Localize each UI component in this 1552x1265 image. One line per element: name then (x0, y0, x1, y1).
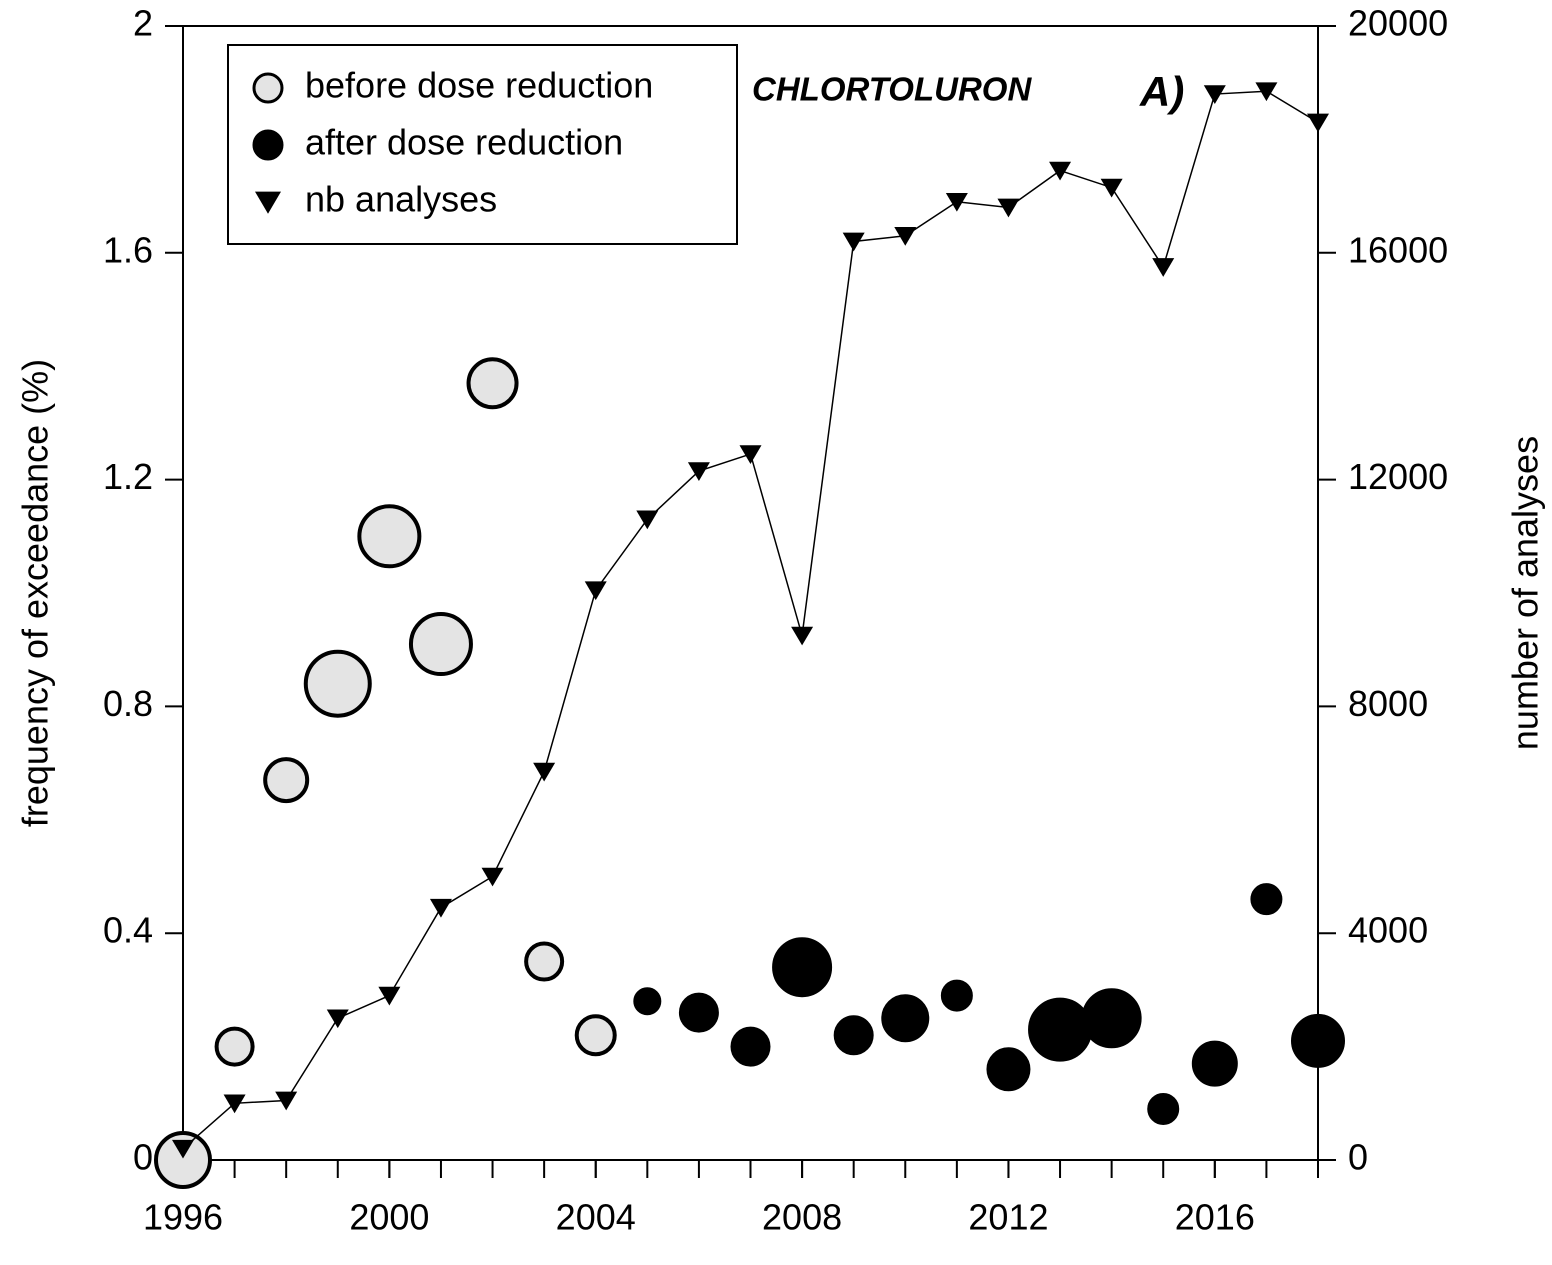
bubble (986, 1047, 1031, 1092)
legend-box (227, 44, 738, 245)
x-tick-label: 2004 (556, 1197, 636, 1238)
bubble (524, 941, 565, 982)
triangle-marker (1203, 85, 1226, 104)
triangle-marker (429, 898, 452, 918)
bubble (1147, 1092, 1180, 1125)
y-tick-label: 0.4 (103, 910, 153, 951)
triangle-marker (172, 1139, 194, 1159)
bubble (940, 979, 973, 1012)
bubble (574, 1014, 617, 1057)
y2-tick-label: 12000 (1348, 456, 1448, 497)
bubble (833, 1015, 874, 1056)
y-tick-label: 1.6 (103, 229, 153, 270)
triangle-marker (739, 445, 762, 464)
y-tick-label: 1.2 (103, 456, 153, 497)
bubble (881, 994, 930, 1043)
x-tick-label: 2008 (762, 1197, 842, 1238)
bubble (633, 987, 662, 1016)
bubble (1081, 988, 1142, 1049)
legend-marker (255, 191, 281, 214)
triangle-marker (1100, 178, 1123, 198)
triangle-marker (481, 867, 504, 887)
x-tick-label: 2000 (349, 1197, 429, 1238)
bubble (1191, 1040, 1238, 1087)
y2-tick-label: 16000 (1348, 229, 1448, 270)
y2-tick-label: 8000 (1348, 683, 1428, 724)
triangle-marker (1049, 161, 1072, 181)
panel-label: A) (1139, 68, 1184, 115)
legend-label: after dose reduction (305, 122, 623, 163)
y2-tick-label: 20000 (1348, 3, 1448, 44)
bubble (408, 612, 473, 677)
triangle-marker (1307, 113, 1329, 133)
triangle-marker (584, 581, 607, 601)
triangle-marker (378, 986, 401, 1006)
series-line (182, 90, 1319, 1150)
bubble (357, 504, 422, 569)
legend-label: before dose reduction (305, 65, 653, 106)
bubble (214, 1026, 255, 1067)
triangle-marker (997, 198, 1020, 218)
bubble (1028, 997, 1093, 1062)
y-tick-label: 0 (133, 1137, 153, 1178)
triangle-marker (636, 510, 659, 530)
bubble (730, 1026, 771, 1067)
legend-marker (252, 72, 284, 104)
y2-tick-label: 4000 (1348, 910, 1428, 951)
bubble (678, 992, 719, 1033)
bubble (1250, 883, 1283, 916)
bubble (466, 357, 519, 410)
bubble (154, 1131, 212, 1189)
triangle-marker (791, 626, 814, 646)
triangle-marker (326, 1009, 349, 1029)
bubble (1291, 1013, 1345, 1068)
legend-marker (252, 129, 284, 161)
triangle-marker (687, 462, 710, 481)
bubble (772, 937, 833, 998)
triangle-marker (275, 1091, 298, 1111)
triangle-marker (533, 762, 556, 782)
bubble (303, 649, 372, 718)
y-tick-label: 0.8 (103, 683, 153, 724)
legend-label: nb analyses (305, 179, 497, 220)
y2-tick-label: 0 (1348, 1137, 1368, 1178)
y2-axis-label: number of analyses (1505, 436, 1546, 750)
triangle-marker (1255, 82, 1278, 102)
x-tick-label: 2012 (968, 1197, 1048, 1238)
x-tick-label: 1996 (143, 1197, 223, 1238)
bubble (263, 757, 310, 804)
triangle-marker (894, 226, 917, 246)
y-tick-label: 2 (133, 3, 153, 44)
triangle-marker (842, 232, 865, 252)
x-tick-label: 2016 (1175, 1197, 1255, 1238)
triangle-marker (223, 1094, 246, 1114)
triangle-marker (1152, 258, 1175, 277)
triangle-marker (945, 192, 968, 212)
chart-title: CHLORTOLURON (752, 71, 1032, 108)
y-axis-label: frequency of exceedance (%) (15, 359, 56, 827)
